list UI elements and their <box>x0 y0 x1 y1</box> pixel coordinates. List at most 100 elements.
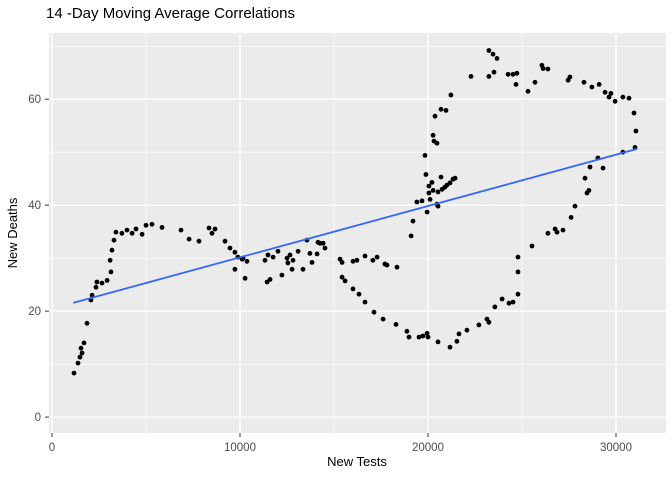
data-point <box>443 108 449 113</box>
data-point <box>133 226 139 232</box>
data-point <box>620 94 626 100</box>
data-point <box>633 128 639 134</box>
data-point <box>612 98 618 104</box>
data-point <box>430 188 436 193</box>
data-point <box>196 238 202 244</box>
data-point <box>350 286 356 292</box>
data-point <box>486 48 492 53</box>
data-point <box>434 140 440 146</box>
data-point <box>393 322 399 327</box>
data-point <box>419 198 425 204</box>
data-point <box>406 334 412 340</box>
data-point <box>554 229 560 235</box>
data-point <box>464 327 470 333</box>
data-point <box>631 110 637 116</box>
data-point <box>362 253 368 259</box>
data-point <box>532 79 538 85</box>
data-point <box>209 230 215 236</box>
data-point <box>427 197 433 202</box>
data-point <box>447 344 453 350</box>
scatter-points <box>71 48 639 376</box>
data-point <box>71 370 77 376</box>
chart-root: 0 10000 20000 30000 0 20 40 60 <box>28 33 666 454</box>
data-point <box>424 209 430 215</box>
data-point <box>515 269 521 275</box>
data-point <box>356 291 362 297</box>
data-point <box>149 221 155 227</box>
data-point <box>354 257 360 263</box>
y-axis-title: New Deaths <box>5 197 20 268</box>
data-point <box>394 264 400 270</box>
data-point <box>435 189 441 195</box>
data-point <box>410 218 416 224</box>
data-point <box>139 231 145 237</box>
data-point <box>159 225 165 230</box>
data-point <box>362 299 368 305</box>
data-point <box>525 88 531 94</box>
data-point <box>404 328 410 334</box>
data-point <box>426 183 432 189</box>
trend-line <box>73 148 638 304</box>
data-point <box>111 237 117 243</box>
data-point <box>626 95 632 101</box>
data-point <box>93 284 99 290</box>
data-point <box>529 243 535 249</box>
data-point <box>425 334 431 340</box>
data-point <box>104 278 110 283</box>
data-point <box>309 260 315 265</box>
data-point <box>290 257 296 263</box>
data-point <box>99 280 105 286</box>
data-point <box>416 334 422 340</box>
data-point <box>119 230 125 236</box>
data-point <box>560 227 566 233</box>
data-point <box>94 279 100 285</box>
y-tick-label: 0 <box>35 412 41 424</box>
data-point <box>284 255 290 261</box>
data-point <box>545 66 551 72</box>
data-point <box>424 331 430 336</box>
data-point <box>414 199 420 205</box>
data-point <box>322 245 328 251</box>
data-point <box>124 227 130 233</box>
data-point <box>84 320 90 326</box>
data-point <box>109 247 115 253</box>
data-point <box>438 106 444 112</box>
data-point <box>435 203 441 209</box>
data-point <box>468 74 474 79</box>
data-point <box>227 245 233 251</box>
data-point <box>608 91 614 96</box>
data-point <box>307 251 313 256</box>
data-point <box>492 304 498 310</box>
data-point <box>420 333 426 339</box>
data-point <box>505 71 511 77</box>
data-point <box>422 153 428 158</box>
data-point <box>113 229 119 235</box>
data-point <box>75 360 81 366</box>
data-point <box>486 74 492 79</box>
data-point <box>262 257 268 263</box>
data-point <box>452 175 458 181</box>
data-point <box>476 322 482 328</box>
data-point <box>206 225 212 231</box>
data-point <box>267 277 273 282</box>
data-point <box>242 275 248 281</box>
data-point <box>342 278 348 284</box>
data-point <box>568 215 574 220</box>
y-tick-label: 60 <box>28 94 41 106</box>
data-point <box>423 172 429 177</box>
data-point <box>222 238 228 244</box>
data-point <box>370 257 376 263</box>
data-point <box>510 299 516 305</box>
data-point <box>300 266 306 272</box>
chart-title: 14 -Day Moving Average Correlations <box>46 5 295 22</box>
data-point <box>295 248 301 254</box>
data-point <box>600 165 606 171</box>
data-point <box>515 291 521 297</box>
data-point <box>108 269 114 275</box>
x-axis-title: New Tests <box>327 454 387 469</box>
data-point <box>545 230 551 236</box>
data-point <box>279 272 285 278</box>
data-point <box>572 203 578 209</box>
